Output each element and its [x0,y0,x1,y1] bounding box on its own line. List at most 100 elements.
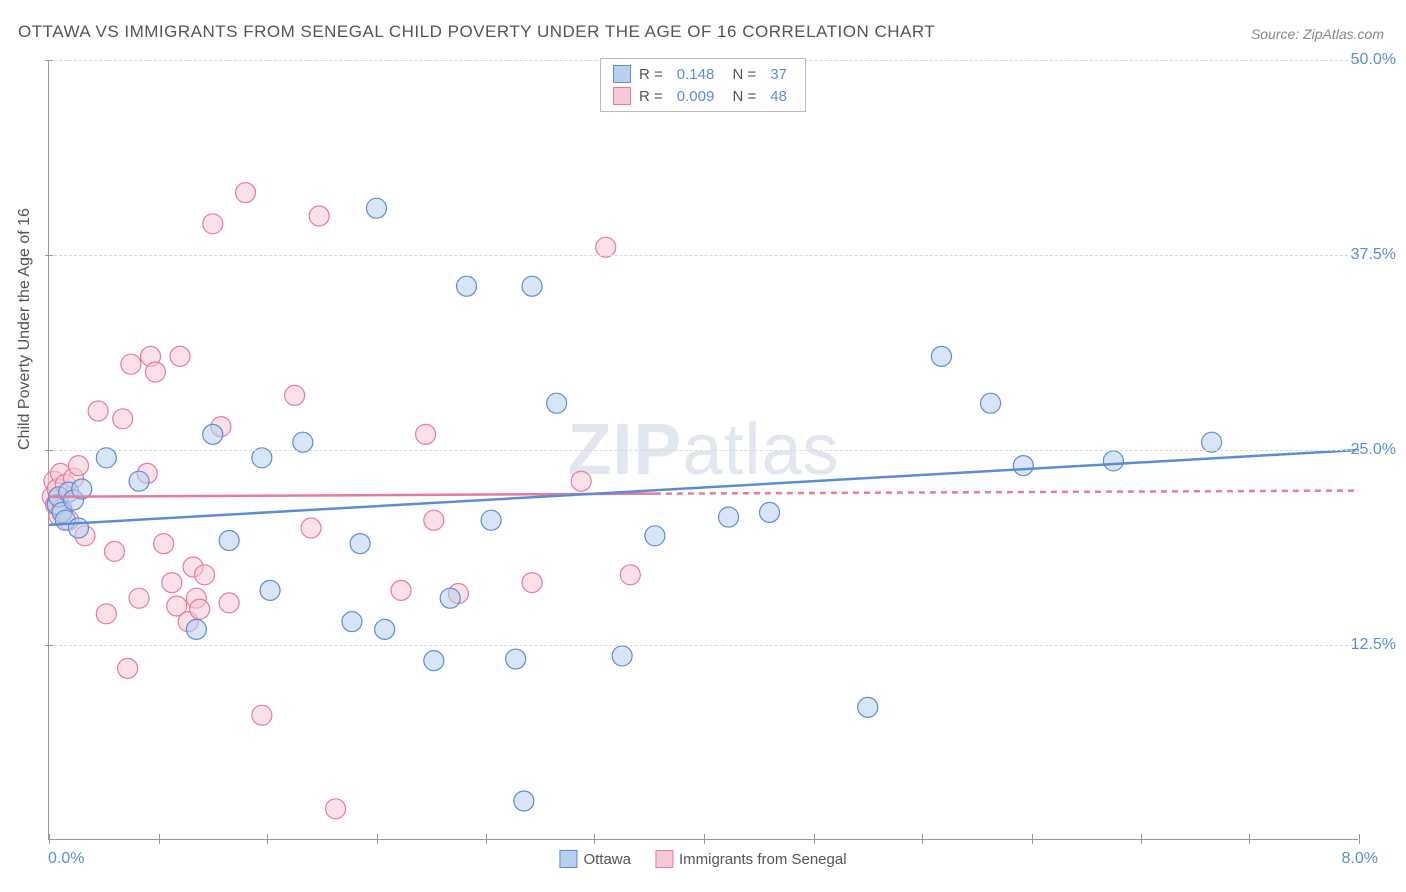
swatch-blue-icon [613,65,631,83]
data-point [858,697,878,717]
data-point [620,565,640,585]
data-point [219,593,239,613]
x-tick [486,834,487,844]
data-point [170,346,190,366]
plot-area: ZIPatlas [48,60,1358,840]
x-tick [814,834,815,844]
x-tick [704,834,705,844]
trend-line [655,491,1359,494]
x-tick [159,834,160,844]
data-point [68,456,88,476]
data-point [514,791,534,811]
x-tick [1249,834,1250,844]
legend-row-ottawa: R = 0.148 N = 37 [613,63,793,85]
x-tick [1359,834,1360,844]
data-point [190,599,210,619]
data-point [931,346,951,366]
y-axis-label: Child Poverty Under the Age of 16 [16,208,34,450]
x-axis-min-label: 0.0% [48,850,84,868]
data-point [1013,456,1033,476]
data-point [219,530,239,550]
data-point [547,393,567,413]
data-point [154,534,174,554]
gridline [49,255,1358,256]
data-point [424,651,444,671]
data-point [645,526,665,546]
swatch-blue-icon [559,850,577,868]
data-point [391,580,411,600]
data-point [121,354,141,374]
data-point [522,573,542,593]
y-tick-label: 37.5% [1351,246,1396,264]
correlation-legend: R = 0.148 N = 37 R = 0.009 N = 48 [600,58,806,112]
data-point [612,646,632,666]
x-tick [594,834,595,844]
x-tick [922,834,923,844]
legend-row-senegal: R = 0.009 N = 48 [613,85,793,107]
data-point [719,507,739,527]
data-point [522,276,542,296]
x-tick [267,834,268,844]
legend-label: Immigrants from Senegal [679,851,847,868]
data-point [195,565,215,585]
source-attribution: Source: ZipAtlas.com [1251,26,1384,42]
series-legend: Ottawa Immigrants from Senegal [559,850,846,868]
x-tick [1032,834,1033,844]
data-point [236,183,256,203]
x-tick [377,834,378,844]
data-point [68,518,88,538]
data-point [367,198,387,218]
data-point [481,510,501,530]
data-point [118,658,138,678]
data-point [424,510,444,530]
y-tick-label: 12.5% [1351,636,1396,654]
legend-n-value: 37 [770,66,787,83]
data-point [457,276,477,296]
gridline [49,450,1358,451]
legend-r-value: 0.148 [677,66,715,83]
y-tick-label: 25.0% [1351,441,1396,459]
data-point [260,580,280,600]
data-point [203,214,223,234]
legend-n-value: 48 [770,88,787,105]
data-point [350,534,370,554]
legend-r-label: R = [639,66,663,83]
x-tick [49,834,50,844]
data-point [96,604,116,624]
data-point [145,362,165,382]
data-point [203,424,223,444]
data-point [326,799,346,819]
legend-r-label: R = [639,88,663,105]
chart-title: OTTAWA VS IMMIGRANTS FROM SENEGAL CHILD … [18,22,935,42]
trend-line [49,450,1359,525]
swatch-pink-icon [613,87,631,105]
data-point [309,206,329,226]
legend-r-value: 0.009 [677,88,715,105]
data-point [113,409,133,429]
x-tick [1141,834,1142,844]
chart-container: OTTAWA VS IMMIGRANTS FROM SENEGAL CHILD … [0,0,1406,892]
data-point [416,424,436,444]
data-point [162,573,182,593]
data-point [571,471,591,491]
legend-item-senegal: Immigrants from Senegal [655,850,847,868]
data-point [760,502,780,522]
data-point [186,619,206,639]
data-point [129,471,149,491]
x-axis-max-label: 8.0% [1342,850,1378,868]
data-point [88,401,108,421]
data-point [105,541,125,561]
data-point [1103,451,1123,471]
y-tick-label: 50.0% [1351,51,1396,69]
legend-label: Ottawa [583,851,631,868]
data-point [506,649,526,669]
data-point [285,385,305,405]
data-point [375,619,395,639]
legend-n-label: N = [728,66,756,83]
data-point [440,588,460,608]
data-point [129,588,149,608]
data-point [342,612,362,632]
data-point [252,705,272,725]
swatch-pink-icon [655,850,673,868]
gridline [49,645,1358,646]
